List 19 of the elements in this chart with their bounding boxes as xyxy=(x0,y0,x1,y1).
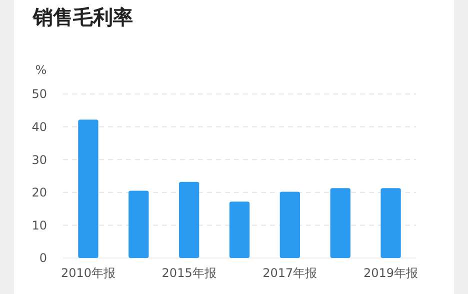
bar xyxy=(280,192,300,258)
bar xyxy=(330,188,350,258)
bar xyxy=(78,120,98,258)
x-tick-label: 2010年报 xyxy=(60,266,116,280)
bar xyxy=(380,188,401,258)
bar xyxy=(229,202,250,258)
bar xyxy=(128,190,149,258)
y-tick-label: 20 xyxy=(32,186,47,200)
y-tick-label: 0 xyxy=(39,251,47,266)
x-tick-label: 2019年报 xyxy=(364,266,418,280)
y-axis-title: % xyxy=(35,63,47,77)
x-tick-label: 2015年报 xyxy=(162,266,216,280)
y-tick-label: 30 xyxy=(32,152,47,167)
y-tick-label: 40 xyxy=(32,120,47,134)
y-tick-label: 50 xyxy=(32,87,47,102)
bar xyxy=(178,182,200,258)
y-tick-label: 10 xyxy=(32,218,47,232)
chart-title: 销售毛利率 xyxy=(32,5,133,29)
x-tick-label: 2017年报 xyxy=(262,266,318,280)
